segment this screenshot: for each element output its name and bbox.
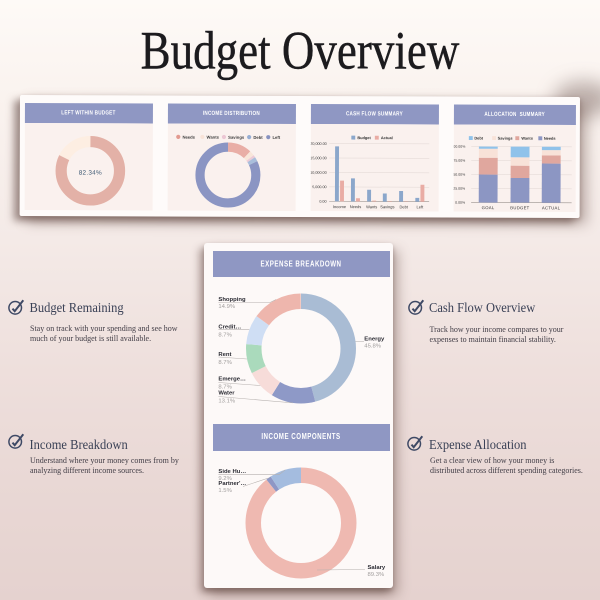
svg-text:Credit…: Credit… — [218, 324, 241, 330]
svg-text:Water: Water — [218, 390, 235, 396]
svg-text:ACTUAL: ACTUAL — [541, 205, 560, 210]
svg-text:Debt: Debt — [473, 135, 482, 140]
svg-text:75.00%: 75.00% — [453, 158, 465, 162]
svg-text:Side Hu…: Side Hu… — [218, 469, 246, 475]
svg-text:9.2%: 9.2% — [218, 475, 232, 481]
svg-text:1.5%: 1.5% — [218, 487, 232, 493]
svg-text:Wants: Wants — [520, 135, 532, 140]
svg-text:82.34%: 82.34% — [78, 169, 101, 176]
svg-text:Income: Income — [332, 204, 346, 209]
svg-text:Savings: Savings — [497, 135, 512, 140]
svg-text:20,000.00: 20,000.00 — [310, 141, 326, 145]
svg-text:Wants: Wants — [365, 204, 376, 209]
svg-text:0.00%: 0.00% — [454, 200, 464, 204]
svg-text:Energy: Energy — [364, 336, 385, 342]
svg-text:14.9%: 14.9% — [218, 303, 235, 309]
svg-text:8.7%: 8.7% — [218, 332, 232, 338]
svg-text:13.1%: 13.1% — [218, 398, 235, 404]
svg-text:BUDGET: BUDGET — [509, 205, 528, 210]
svg-text:Savings: Savings — [227, 134, 244, 139]
svg-text:8.7%: 8.7% — [218, 359, 232, 365]
svg-text:Left: Left — [416, 204, 424, 209]
svg-text:8.7%: 8.7% — [218, 384, 232, 390]
svg-text:10,000.00: 10,000.00 — [310, 170, 326, 174]
svg-text:Salary: Salary — [368, 565, 386, 571]
svg-text:Shopping: Shopping — [218, 297, 246, 303]
svg-text:Left: Left — [271, 134, 279, 139]
svg-text:Needs: Needs — [181, 134, 194, 139]
svg-text:Partner'…: Partner'… — [218, 481, 246, 487]
svg-text:15,000.00: 15,000.00 — [310, 156, 326, 160]
svg-text:0.00: 0.00 — [318, 199, 325, 203]
svg-text:89.3%: 89.3% — [368, 571, 385, 577]
svg-text:Debt: Debt — [252, 134, 262, 139]
svg-text:GOAL: GOAL — [481, 205, 494, 210]
svg-text:100.00%: 100.00% — [453, 144, 465, 148]
svg-text:50.00%: 50.00% — [453, 172, 465, 176]
svg-text:5,000.00: 5,000.00 — [311, 185, 325, 189]
svg-text:Wants: Wants — [206, 134, 219, 139]
svg-text:25.00%: 25.00% — [453, 186, 465, 190]
svg-text:Emerge…: Emerge… — [218, 376, 246, 382]
svg-text:Budget: Budget — [356, 135, 370, 140]
svg-text:Savings: Savings — [379, 204, 393, 209]
svg-text:45.8%: 45.8% — [364, 343, 381, 349]
svg-text:Rent: Rent — [218, 352, 231, 358]
svg-text:Needs: Needs — [543, 135, 555, 140]
svg-text:Actual: Actual — [380, 135, 392, 140]
svg-text:Needs: Needs — [349, 204, 361, 209]
svg-text:Debt: Debt — [398, 204, 407, 209]
